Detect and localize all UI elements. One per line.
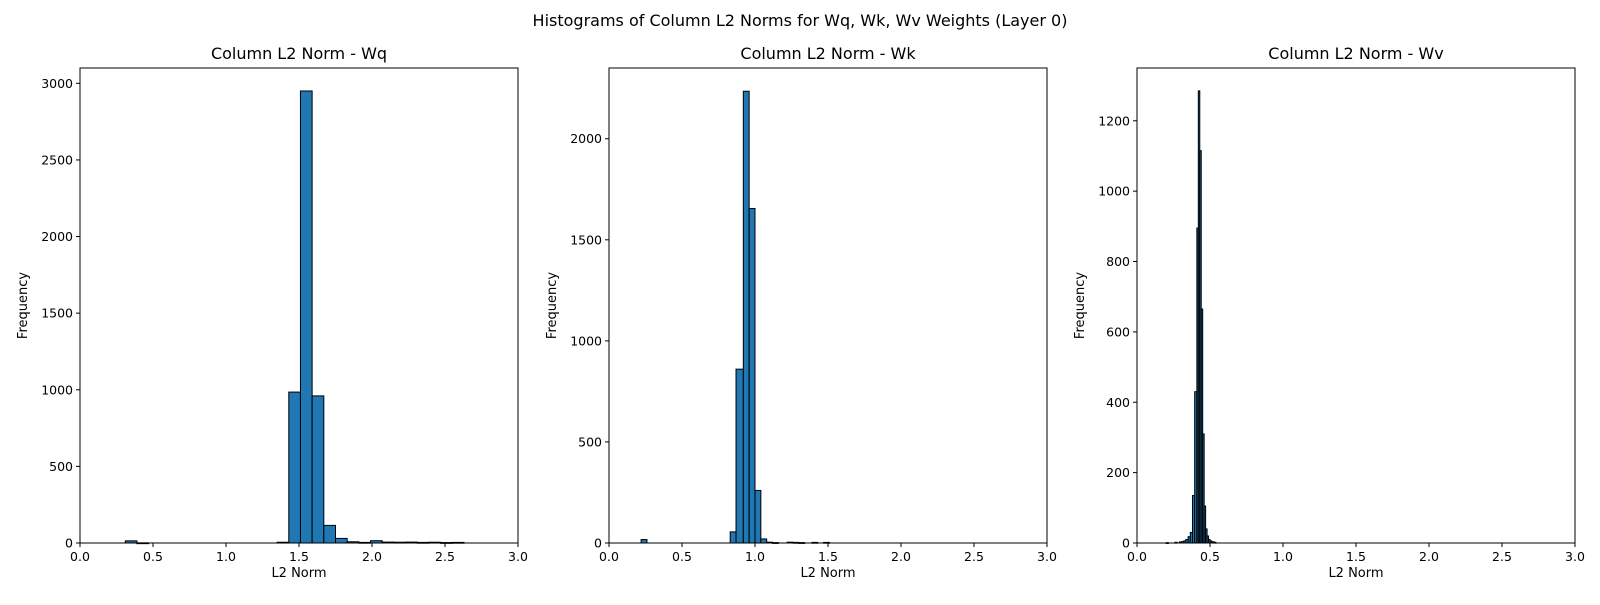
- x-tick-label: 0.0: [70, 549, 90, 564]
- x-axis-label: L2 Norm: [1328, 566, 1383, 581]
- x-tick-label: 0.5: [672, 549, 692, 564]
- x-tick-label: 1.0: [745, 549, 765, 564]
- histogram-bar: [335, 537, 348, 544]
- y-tick-label: 2500: [41, 152, 73, 167]
- x-tick-label: 0.5: [143, 549, 163, 564]
- x-tick-label: 1.5: [1346, 549, 1366, 564]
- x-tick-label: 3.0: [1037, 549, 1057, 564]
- figure-title: Histograms of Column L2 Norms for Wq, Wk…: [533, 11, 1068, 30]
- y-tick-label: 0: [65, 536, 73, 551]
- y-tick-label: 1000: [41, 382, 73, 397]
- panel-title: Column L2 Norm - Wk: [740, 44, 916, 63]
- y-tick-label: 0: [1122, 536, 1130, 551]
- x-tick-label: 2.0: [362, 549, 382, 564]
- histogram-bar: [288, 391, 301, 544]
- histogram-bar: [640, 539, 648, 544]
- y-tick-label: 1200: [1098, 113, 1130, 128]
- y-tick-label: 3000: [41, 76, 73, 91]
- y-tick-label: 1500: [41, 306, 73, 321]
- x-tick-label: 2.0: [891, 549, 911, 564]
- x-tick-label: 1.0: [1273, 549, 1293, 564]
- x-tick-label: 2.5: [964, 549, 984, 564]
- histogram-bar: [760, 538, 768, 544]
- histogram-bar: [735, 368, 744, 544]
- x-tick-label: 1.0: [216, 549, 236, 564]
- histogram-bar: [299, 90, 313, 544]
- y-tick-label: 1500: [570, 232, 602, 247]
- y-tick-label: 500: [49, 459, 73, 474]
- histogram-panel-3: 0.0 0.5 1.0 1.5 2.0 2.5 3.0 0 200 400 600 800 1000 12…: [1073, 44, 1585, 581]
- x-tick-label: 0.5: [1200, 549, 1220, 564]
- x-tick-label: 1.5: [818, 549, 838, 564]
- panel-title: Column L2 Norm - Wq: [211, 44, 387, 63]
- y-tick-label: 600: [1106, 324, 1130, 339]
- histogram-bar: [323, 524, 337, 544]
- y-tick-label: 2000: [41, 229, 73, 244]
- histogram-bar: [748, 207, 756, 544]
- y-tick-label: 1000: [570, 333, 602, 348]
- histogram-panel-2: 0.0 0.5 1.0 1.5 2.0 2.5 3.0 0 500 1000 1500 2000 Col…: [545, 44, 1057, 581]
- axes-frame: [608, 67, 1048, 544]
- histogram-bar: [742, 90, 750, 544]
- x-tick-label: 1.5: [289, 549, 309, 564]
- x-tick-label: 2.5: [1492, 549, 1512, 564]
- y-tick-label: 200: [1106, 465, 1130, 480]
- histogram-bar: [311, 395, 325, 544]
- x-tick-label: 3.0: [1565, 549, 1585, 564]
- x-tick-label: 2.5: [435, 549, 455, 564]
- y-tick-label: 0: [594, 536, 602, 551]
- y-axis-label: Frequency: [16, 272, 31, 339]
- y-tick-label: 1000: [1098, 184, 1130, 199]
- histogram-panel-1: 0.0 0.5 1.0 1.5 2.0 2.5 3.0 0 500 1000 1500 2000 250…: [16, 44, 528, 581]
- y-tick-label: 800: [1106, 254, 1130, 269]
- histogram-bar: [754, 489, 762, 544]
- x-tick-label: 0.0: [599, 549, 619, 564]
- x-tick-label: 3.0: [508, 549, 528, 564]
- histogram-bar: [729, 531, 737, 544]
- y-tick-label: 2000: [570, 131, 602, 146]
- y-axis-label: Frequency: [1073, 272, 1088, 339]
- y-tick-label: 500: [578, 434, 602, 449]
- x-axis-label: L2 Norm: [271, 566, 326, 581]
- y-axis-label: Frequency: [545, 272, 560, 339]
- x-tick-label: 2.0: [1419, 549, 1439, 564]
- x-tick-label: 0.0: [1127, 549, 1147, 564]
- x-axis-label: L2 Norm: [800, 566, 855, 581]
- y-tick-label: 400: [1106, 395, 1130, 410]
- panel-title: Column L2 Norm - Wv: [1268, 44, 1443, 63]
